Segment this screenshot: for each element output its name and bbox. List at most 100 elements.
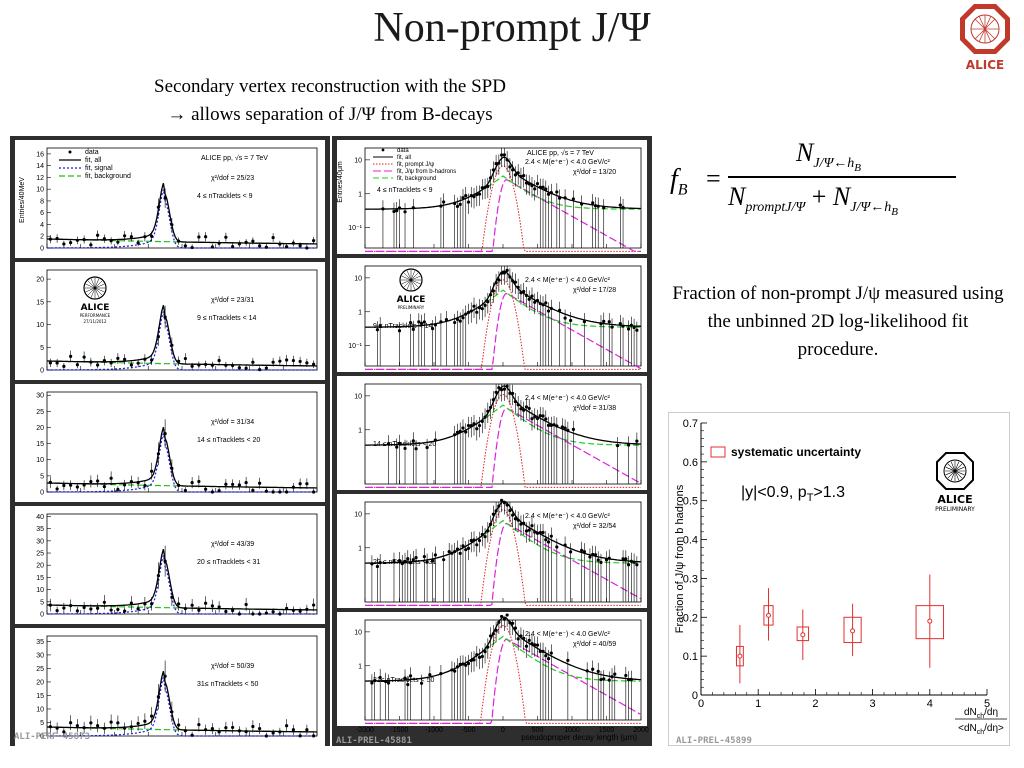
- decay-data-point: [497, 161, 501, 165]
- mass-ytick-label: 0: [40, 734, 44, 741]
- decay-data-point: [596, 669, 600, 673]
- decay-data-point: [439, 204, 443, 208]
- decay-data-point: [527, 638, 531, 642]
- decay-data-point: [533, 187, 537, 191]
- decay-data-point: [602, 677, 606, 681]
- decay-data-point: [397, 206, 402, 210]
- decay-data-point: [486, 184, 490, 188]
- mass-data-point: [237, 483, 241, 487]
- decay-xtick-label: -500: [461, 727, 475, 734]
- decay-data-point: [511, 279, 515, 283]
- decay-data-point: [566, 428, 570, 432]
- decay-data-point: [469, 538, 473, 543]
- mass-data-point: [55, 608, 59, 613]
- decay-data-point: [414, 447, 418, 451]
- decay-data-point: [546, 192, 551, 196]
- decay-data-point: [599, 560, 603, 564]
- decay-data-point: [527, 406, 531, 411]
- decay-data-point: [524, 181, 529, 185]
- decay-panel-5: 1 10 2.4 < M(e⁺e⁻) < 4.0 GeV/c² χ²/dof = 40…: [337, 612, 649, 742]
- decay-data-point: [480, 419, 484, 424]
- mass-data-point: [251, 612, 255, 616]
- decay-data-point: [477, 538, 482, 543]
- mass-data-point: [55, 726, 59, 730]
- decay-data-point: [442, 558, 446, 562]
- mass-ytick-label: 25: [36, 551, 44, 558]
- mass-ytick-label: 25: [36, 666, 44, 673]
- subtitle-line-1: Secondary vertex reconstruction with the…: [154, 76, 506, 97]
- mass-data-point: [177, 723, 181, 727]
- fraction-chart-svg: 0 0.1 0.2 0.3 0.4 0.5 0.6 0.7 0 1 2 3 4 5 Fraction of …: [674, 418, 1007, 736]
- mass-data-point: [278, 242, 282, 246]
- mass-data-point: [89, 479, 93, 484]
- decay-data-point: [533, 530, 537, 534]
- decay-data-point: [464, 312, 468, 316]
- mass-ytick-label: 5: [40, 345, 44, 352]
- mass-data-point: [96, 233, 100, 237]
- decay-data-point: [497, 386, 501, 390]
- mass-fit-all: [47, 427, 318, 489]
- decay-data-point: [428, 673, 432, 677]
- decay-data-point: [602, 319, 606, 323]
- caption: Fraction of non-prompt J/ψ measured usin…: [672, 283, 1004, 360]
- mass-data-point: [224, 363, 228, 367]
- mass-panel-2: 0 5 10 15 20 χ²/dof = 23/31 9 ≤ nTracklets < 1…: [15, 262, 325, 380]
- frac-ytick-label: 0.1: [683, 651, 698, 663]
- mass-legend-label: fit, background: [85, 173, 131, 180]
- mass-data-point: [251, 239, 255, 243]
- decay-ytick-label: 10: [354, 511, 362, 518]
- decay-data-point: [516, 285, 520, 289]
- decay-data-point: [397, 559, 402, 563]
- decay-data-point: [464, 663, 468, 667]
- mass-data-point: [258, 244, 262, 248]
- decay-data-point: [535, 181, 540, 186]
- mass-data-point: [217, 241, 221, 245]
- frac-logo-ring: [943, 459, 967, 483]
- decay-data-point: [632, 325, 636, 330]
- decay-data-point: [502, 271, 506, 275]
- mass-data-point: [264, 734, 268, 738]
- decay-data-point: [497, 278, 501, 282]
- mass-data-point: [210, 727, 214, 731]
- mass-data-point: [190, 603, 194, 607]
- mass-panel-bg: [15, 384, 325, 502]
- decay-ytick-label: 10⁻¹: [348, 343, 362, 350]
- frac-ytick-label: 0.7: [683, 418, 698, 430]
- decay-data-point: [549, 423, 553, 427]
- mass-data-point: [150, 469, 154, 473]
- mass-panel-4: 0 5 10 15 20 25 30 35 40 χ²/dof = 43/39 20 ≤ nTrac…: [15, 506, 325, 624]
- mass-bin-label: 14 ≤ nTracklets < 20: [197, 437, 260, 444]
- decay-data-point: [469, 194, 473, 198]
- decay-data-point: [508, 391, 512, 395]
- mass-ytick-label: 6: [40, 210, 44, 217]
- decay-data-point: [522, 521, 526, 525]
- decay-data-point: [461, 662, 465, 666]
- mass-data-point: [163, 559, 167, 563]
- decay-xtick-label: 2000: [633, 727, 649, 734]
- mass-data-point: [231, 482, 235, 487]
- mass-data-point: [278, 490, 282, 494]
- mass-data-point: [271, 360, 275, 364]
- decay-data-point: [599, 322, 603, 326]
- decay-data-point: [500, 614, 504, 619]
- mass-legend-marker: [68, 150, 72, 154]
- decay-chi2: χ²/dof = 17/28: [573, 287, 616, 294]
- decay-legend-label: data: [397, 148, 409, 154]
- mass-data-point: [204, 487, 208, 491]
- formula-den2-sub2: B: [891, 205, 898, 218]
- frac-logo-octagon: [936, 452, 974, 490]
- decay-data-point: [480, 186, 484, 190]
- decay-data-point: [486, 300, 490, 304]
- mass-data-point: [150, 234, 154, 238]
- mass-data-point: [129, 601, 133, 605]
- mass-data-point: [143, 484, 147, 488]
- decay-data-point: [397, 329, 402, 333]
- mass-panel-3: 0 5 10 15 20 25 30 χ²/dof = 31/34 14 ≤ nTracklet…: [15, 384, 325, 502]
- mass-data-point: [298, 359, 302, 364]
- mass-data-point: [271, 235, 275, 240]
- mass-chi2: χ²/dof = 23/31: [211, 297, 254, 304]
- frac-logo-label: ALICE: [937, 493, 972, 506]
- mass-data-point: [163, 196, 167, 200]
- decay-data-point: [516, 171, 520, 175]
- frac-xtick-label: 5: [984, 698, 990, 710]
